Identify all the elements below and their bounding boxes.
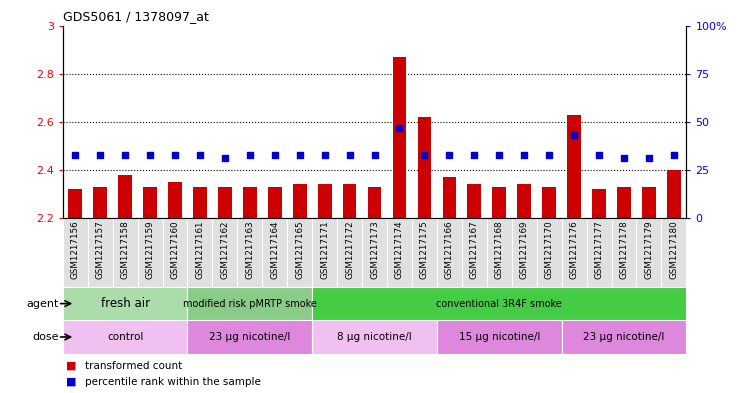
Text: GSM1217160: GSM1217160 bbox=[170, 220, 179, 279]
Text: GSM1217164: GSM1217164 bbox=[270, 220, 279, 279]
Point bbox=[444, 151, 455, 158]
Point bbox=[194, 151, 206, 158]
Text: GSM1217157: GSM1217157 bbox=[96, 220, 105, 279]
Point bbox=[393, 125, 405, 131]
Bar bbox=[443, 177, 456, 218]
Point bbox=[244, 151, 255, 158]
Text: GSM1217170: GSM1217170 bbox=[545, 220, 554, 279]
Point bbox=[94, 151, 106, 158]
Bar bbox=[542, 187, 556, 218]
Bar bbox=[63, 320, 187, 354]
Point bbox=[643, 155, 655, 162]
Text: 23 μg nicotine/l: 23 μg nicotine/l bbox=[583, 332, 665, 342]
Point bbox=[668, 151, 680, 158]
Bar bbox=[318, 184, 331, 218]
Text: GSM1217174: GSM1217174 bbox=[395, 220, 404, 279]
Bar bbox=[437, 320, 562, 354]
Text: GSM1217167: GSM1217167 bbox=[470, 220, 479, 279]
Text: GSM1217177: GSM1217177 bbox=[595, 220, 604, 279]
Point bbox=[144, 151, 156, 158]
Text: conventional 3R4F smoke: conventional 3R4F smoke bbox=[436, 299, 562, 309]
Bar bbox=[268, 187, 282, 218]
Bar bbox=[187, 287, 312, 320]
Point bbox=[219, 155, 231, 162]
Point bbox=[120, 151, 131, 158]
Text: GSM1217166: GSM1217166 bbox=[445, 220, 454, 279]
Bar bbox=[118, 175, 132, 218]
Text: GSM1217175: GSM1217175 bbox=[420, 220, 429, 279]
Point bbox=[469, 151, 480, 158]
Text: GSM1217162: GSM1217162 bbox=[221, 220, 230, 279]
Text: modified risk pMRTP smoke: modified risk pMRTP smoke bbox=[183, 299, 317, 309]
Text: 15 μg nicotine/l: 15 μg nicotine/l bbox=[458, 332, 540, 342]
Text: GSM1217158: GSM1217158 bbox=[120, 220, 130, 279]
Bar bbox=[193, 187, 207, 218]
Point bbox=[344, 151, 356, 158]
Bar bbox=[368, 187, 382, 218]
Point bbox=[493, 151, 505, 158]
Point bbox=[518, 151, 530, 158]
Bar bbox=[93, 187, 107, 218]
Text: GSM1217171: GSM1217171 bbox=[320, 220, 329, 279]
Bar bbox=[342, 184, 356, 218]
Point bbox=[418, 151, 430, 158]
Text: GSM1217165: GSM1217165 bbox=[295, 220, 304, 279]
Text: 23 μg nicotine/l: 23 μg nicotine/l bbox=[209, 332, 291, 342]
Point bbox=[618, 155, 630, 162]
Bar bbox=[312, 320, 437, 354]
Point bbox=[169, 151, 181, 158]
Text: fresh air: fresh air bbox=[100, 297, 150, 310]
Text: GSM1217168: GSM1217168 bbox=[494, 220, 504, 279]
Bar bbox=[642, 187, 656, 218]
Bar bbox=[467, 184, 481, 218]
Text: dose: dose bbox=[32, 332, 59, 342]
Bar bbox=[617, 187, 631, 218]
Bar bbox=[293, 184, 306, 218]
Text: ■: ■ bbox=[66, 377, 77, 387]
Bar bbox=[312, 287, 686, 320]
Bar bbox=[243, 187, 257, 218]
Bar bbox=[69, 189, 82, 218]
Text: GSM1217172: GSM1217172 bbox=[345, 220, 354, 279]
Text: agent: agent bbox=[27, 299, 59, 309]
Bar bbox=[517, 184, 531, 218]
Point bbox=[269, 151, 280, 158]
Point bbox=[593, 151, 605, 158]
Bar bbox=[667, 170, 680, 218]
Bar bbox=[168, 182, 182, 218]
Text: ■: ■ bbox=[66, 361, 77, 371]
Text: GSM1217169: GSM1217169 bbox=[520, 220, 528, 279]
Text: GSM1217163: GSM1217163 bbox=[245, 220, 255, 279]
Bar bbox=[568, 115, 581, 218]
Bar bbox=[418, 117, 431, 218]
Bar bbox=[492, 187, 506, 218]
Text: GSM1217178: GSM1217178 bbox=[619, 220, 629, 279]
Point bbox=[69, 151, 81, 158]
Bar bbox=[187, 320, 312, 354]
Bar bbox=[143, 187, 157, 218]
Point bbox=[294, 151, 306, 158]
Text: control: control bbox=[107, 332, 143, 342]
Text: transformed count: transformed count bbox=[85, 361, 182, 371]
Text: GDS5061 / 1378097_at: GDS5061 / 1378097_at bbox=[63, 10, 209, 23]
Point bbox=[319, 151, 331, 158]
Bar bbox=[63, 287, 187, 320]
Text: GSM1217180: GSM1217180 bbox=[669, 220, 678, 279]
Text: GSM1217156: GSM1217156 bbox=[71, 220, 80, 279]
Text: GSM1217159: GSM1217159 bbox=[145, 220, 154, 279]
Text: percentile rank within the sample: percentile rank within the sample bbox=[85, 377, 261, 387]
Text: GSM1217161: GSM1217161 bbox=[196, 220, 204, 279]
Text: GSM1217179: GSM1217179 bbox=[644, 220, 653, 279]
Point bbox=[368, 151, 381, 158]
Bar bbox=[562, 320, 686, 354]
Bar bbox=[592, 189, 606, 218]
Point bbox=[568, 132, 580, 138]
Bar bbox=[393, 57, 407, 218]
Bar bbox=[218, 187, 232, 218]
Point bbox=[543, 151, 555, 158]
Text: GSM1217176: GSM1217176 bbox=[570, 220, 579, 279]
Text: 8 μg nicotine/l: 8 μg nicotine/l bbox=[337, 332, 412, 342]
Text: GSM1217173: GSM1217173 bbox=[370, 220, 379, 279]
